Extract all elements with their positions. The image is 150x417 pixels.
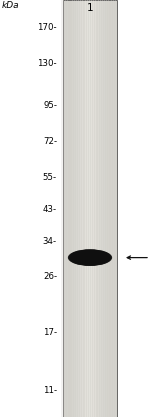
Text: 55-: 55- [43,173,57,182]
Bar [104,0,107,417]
Ellipse shape [77,252,103,263]
Bar [89,0,92,417]
Bar [69,0,71,417]
Ellipse shape [72,251,108,265]
Ellipse shape [82,254,98,261]
Ellipse shape [72,251,108,264]
Text: 1: 1 [87,3,93,13]
Ellipse shape [83,254,97,261]
Bar [63,0,66,417]
Ellipse shape [81,254,99,261]
Ellipse shape [69,249,111,266]
Bar [102,0,105,417]
Ellipse shape [68,249,112,266]
Bar [113,0,116,417]
Bar [95,0,97,417]
Text: 43-: 43- [43,206,57,214]
Ellipse shape [80,253,100,262]
Ellipse shape [71,250,109,265]
Text: 95-: 95- [43,100,57,110]
Ellipse shape [76,252,104,264]
Bar [108,0,110,417]
Bar [100,0,103,417]
Ellipse shape [70,250,110,265]
Text: 72-: 72- [43,137,57,146]
Bar [85,0,88,417]
Bar [82,0,84,417]
Text: 34-: 34- [43,236,57,246]
Bar [61,0,64,417]
Bar [93,0,96,417]
Ellipse shape [81,254,99,262]
Ellipse shape [78,252,102,263]
Ellipse shape [78,253,102,263]
Bar [111,0,114,417]
Bar [65,0,68,417]
Ellipse shape [70,250,110,265]
Ellipse shape [73,251,107,264]
Bar [115,0,118,417]
Bar [63,0,117,417]
Bar [78,0,81,417]
Text: 130-: 130- [37,59,57,68]
Bar [84,0,86,417]
Ellipse shape [83,254,97,261]
Bar [97,0,99,417]
Bar [87,0,90,417]
Text: 26-: 26- [43,272,57,281]
Text: kDa: kDa [2,1,19,10]
Bar [110,0,112,417]
Bar [72,0,75,417]
Text: 170-: 170- [37,23,57,33]
Ellipse shape [75,251,105,264]
Ellipse shape [74,251,106,264]
Bar [67,0,69,417]
Bar [80,0,83,417]
Text: 17-: 17- [43,328,57,337]
Bar [76,0,79,417]
Ellipse shape [74,251,106,264]
Bar [106,0,109,417]
Bar [74,0,77,417]
Ellipse shape [69,250,111,266]
Bar [91,0,94,417]
Bar [70,0,73,417]
Bar [98,0,101,417]
Ellipse shape [79,253,101,262]
Ellipse shape [80,253,100,262]
Ellipse shape [76,252,104,263]
Text: 11-: 11- [43,386,57,395]
